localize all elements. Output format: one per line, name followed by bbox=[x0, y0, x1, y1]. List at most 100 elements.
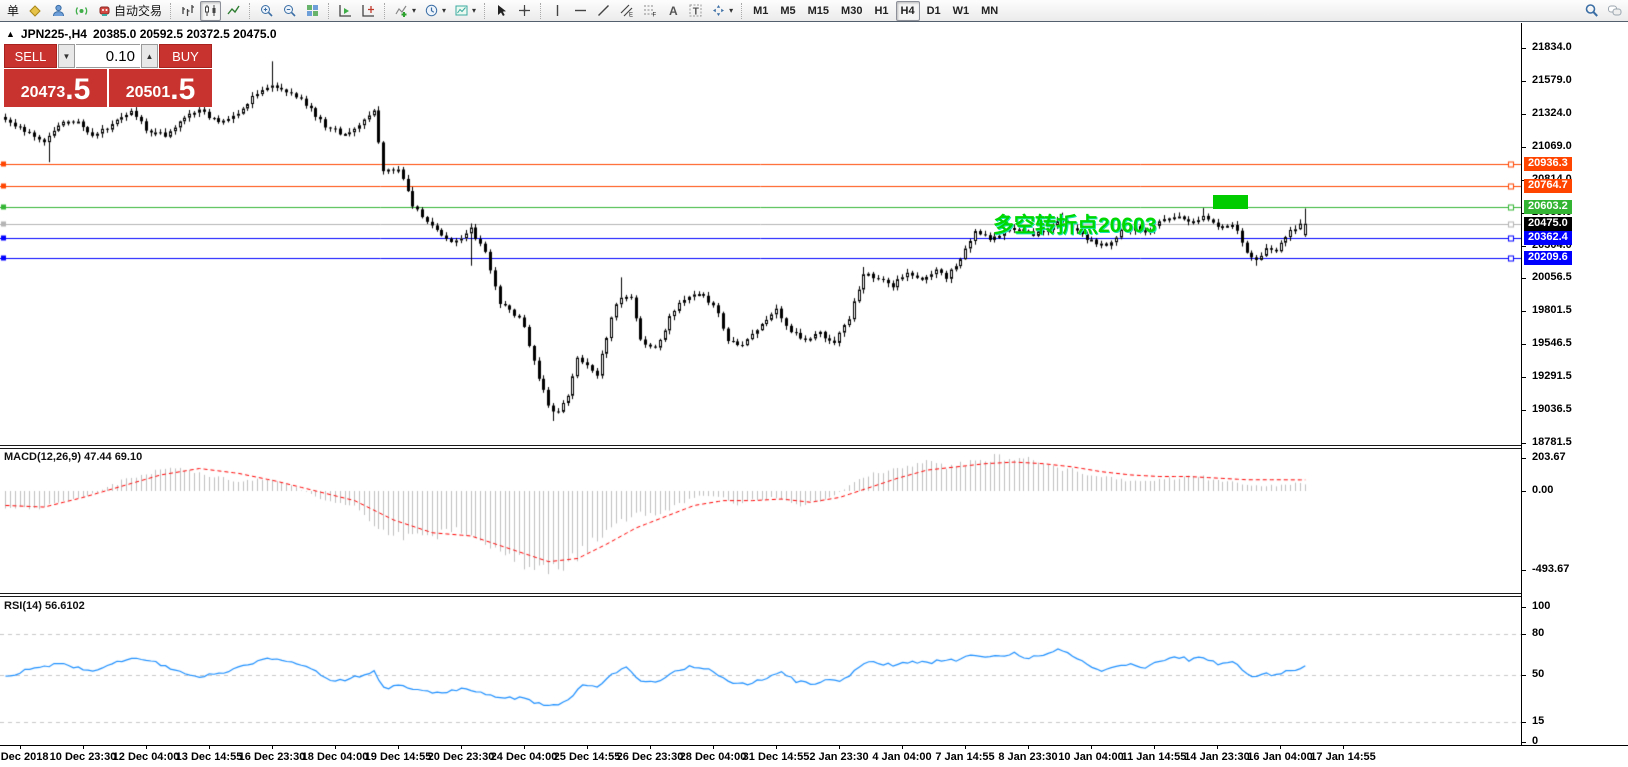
timeframe-button-mn[interactable]: MN bbox=[981, 4, 999, 17]
profiles-button[interactable] bbox=[48, 1, 69, 21]
time-tick-label: 7 Jan 14:55 bbox=[935, 751, 995, 763]
text-button[interactable]: A bbox=[662, 1, 683, 21]
price-scale[interactable]: 21834.021579.021324.021069.020814.020559… bbox=[1521, 23, 1628, 747]
hline-icon bbox=[573, 3, 588, 18]
timeframe-button-m1[interactable]: M1 bbox=[753, 4, 769, 17]
rsi-panel-separator[interactable] bbox=[0, 593, 1628, 597]
tile-windows-button[interactable] bbox=[302, 1, 323, 21]
chat-button[interactable] bbox=[1604, 1, 1625, 21]
buy-price-display[interactable]: 20501.5 bbox=[109, 69, 212, 107]
autotrading-button[interactable]: 自动交易 bbox=[94, 1, 165, 21]
price-chart-canvas[interactable] bbox=[0, 24, 1521, 445]
time-tick-mark bbox=[146, 746, 147, 749]
candlestick-chart-button[interactable] bbox=[200, 0, 222, 21]
hline-price-label: 20209.6 bbox=[1524, 251, 1572, 265]
fibonacci-button[interactable]: F bbox=[639, 1, 660, 21]
timeframe-button-m5[interactable]: M5 bbox=[780, 4, 796, 17]
template-icon bbox=[454, 3, 469, 18]
vline-icon bbox=[550, 3, 565, 18]
sell-button[interactable]: SELL bbox=[4, 44, 57, 68]
cursor-icon bbox=[494, 3, 509, 18]
time-tick-mark bbox=[650, 746, 651, 749]
price-tick-label: 19546.5 bbox=[1532, 336, 1572, 349]
time-tick-label: 20 Dec 23:30 bbox=[427, 751, 495, 763]
search-button[interactable] bbox=[1581, 1, 1602, 21]
timeframe-button-m30[interactable]: M30 bbox=[841, 4, 863, 17]
timeframe-button-m15[interactable]: M15 bbox=[807, 4, 830, 17]
macd-tick-mark bbox=[1522, 570, 1526, 572]
macd-tick-mark bbox=[1522, 458, 1526, 460]
hline-price-label: 20362.4 bbox=[1524, 231, 1572, 246]
time-tick-label: 26 Dec 23:30 bbox=[616, 751, 684, 763]
crosshair-button[interactable] bbox=[514, 1, 535, 21]
macd-indicator-canvas[interactable] bbox=[0, 448, 1521, 593]
rsi-tick-mark bbox=[1522, 674, 1526, 676]
main-toolbar: 单 自动交易 ▾ ▾ ▾ E F A T ▾ M1 M5 M15 M30 H1 H4 D1 W1 MN bbox=[0, 0, 1628, 22]
rsi-tick-mark bbox=[1522, 721, 1526, 723]
collapse-triangle-icon[interactable]: ▲ bbox=[6, 29, 15, 39]
price-tick-mark bbox=[1522, 47, 1526, 49]
time-tick-label: 2 Jan 23:30 bbox=[809, 751, 869, 763]
timeframe-button-h1[interactable]: H1 bbox=[874, 4, 889, 17]
templates-button[interactable]: ▾ bbox=[451, 1, 479, 21]
fibo-icon: F bbox=[642, 3, 657, 18]
timeframe-button-w1[interactable]: W1 bbox=[952, 4, 970, 17]
chart-window: ▲ JPN225-,H4 20385.0 20592.5 20372.5 204… bbox=[0, 23, 1628, 767]
person-icon bbox=[51, 3, 66, 18]
volume-decrease-button[interactable]: ▼ bbox=[58, 44, 75, 68]
time-tick-mark bbox=[1343, 746, 1344, 749]
time-tick-mark bbox=[398, 746, 399, 749]
time-tick-mark bbox=[272, 746, 273, 749]
new-chart-button[interactable] bbox=[25, 1, 46, 21]
cursor-button[interactable] bbox=[491, 1, 512, 21]
chart-shift-button[interactable] bbox=[358, 1, 379, 21]
sell-price-display[interactable]: 20473.5 bbox=[4, 69, 107, 107]
signals-button[interactable] bbox=[71, 1, 92, 21]
equidistant-channel-button[interactable]: E bbox=[616, 1, 637, 21]
svg-text:A: A bbox=[669, 4, 678, 18]
auto-scroll-button[interactable] bbox=[335, 1, 356, 21]
time-tick-mark bbox=[1091, 746, 1092, 749]
bar-chart-button[interactable] bbox=[177, 1, 198, 21]
arrows-icon bbox=[711, 3, 726, 18]
price-tick-label: 20056.5 bbox=[1532, 270, 1572, 283]
svg-text:E: E bbox=[629, 13, 633, 19]
zoom-out-button[interactable] bbox=[279, 1, 300, 21]
indicators-button[interactable]: ▾ bbox=[391, 1, 419, 21]
symbol-period-label: JPN225-,H4 bbox=[20, 27, 87, 41]
new-order-button[interactable]: 单 bbox=[6, 4, 19, 18]
trendline-button[interactable] bbox=[593, 1, 614, 21]
open-value: 20385.0 bbox=[92, 27, 137, 41]
macd-tick-label: -493.67 bbox=[1532, 563, 1570, 576]
macd-label: MACD(12,26,9) 47.44 69.10 bbox=[4, 451, 143, 463]
macd-panel-separator[interactable] bbox=[0, 445, 1628, 449]
arrows-button[interactable]: ▾ bbox=[708, 1, 736, 21]
buy-button[interactable]: BUY bbox=[159, 44, 212, 68]
time-tick-label: 10 Dec 23:30 bbox=[49, 751, 117, 763]
macd-main-value: 47.44 bbox=[84, 451, 112, 463]
timeframe-button-h4[interactable]: H4 bbox=[895, 0, 920, 21]
timeframe-button-d1[interactable]: D1 bbox=[926, 4, 941, 17]
crosshair-icon bbox=[517, 3, 532, 18]
periods-button[interactable]: ▾ bbox=[421, 1, 449, 21]
text-label-button[interactable]: T bbox=[685, 1, 706, 21]
vertical-line-button[interactable] bbox=[547, 1, 568, 21]
zoom-in-button[interactable] bbox=[256, 1, 277, 21]
textT-icon: T bbox=[688, 3, 703, 18]
price-tick-label: 19801.5 bbox=[1532, 303, 1572, 316]
price-tick-label: 21324.0 bbox=[1532, 106, 1572, 119]
horizontal-line-button[interactable] bbox=[570, 1, 591, 21]
signal-icon bbox=[74, 3, 89, 18]
price-tick-label: 21069.0 bbox=[1532, 139, 1572, 152]
line-chart-button[interactable] bbox=[223, 1, 244, 21]
rsi-tick-mark bbox=[1522, 607, 1526, 608]
volume-increase-button[interactable]: ▲ bbox=[141, 44, 158, 68]
toolbar-separator bbox=[384, 2, 386, 19]
rsi-indicator-canvas[interactable] bbox=[0, 596, 1521, 745]
volume-input[interactable]: 0.10 bbox=[76, 44, 140, 68]
low-value: 20372.5 bbox=[186, 27, 230, 41]
rsi-tick-label: 15 bbox=[1532, 714, 1545, 727]
bars-icon bbox=[180, 3, 195, 18]
